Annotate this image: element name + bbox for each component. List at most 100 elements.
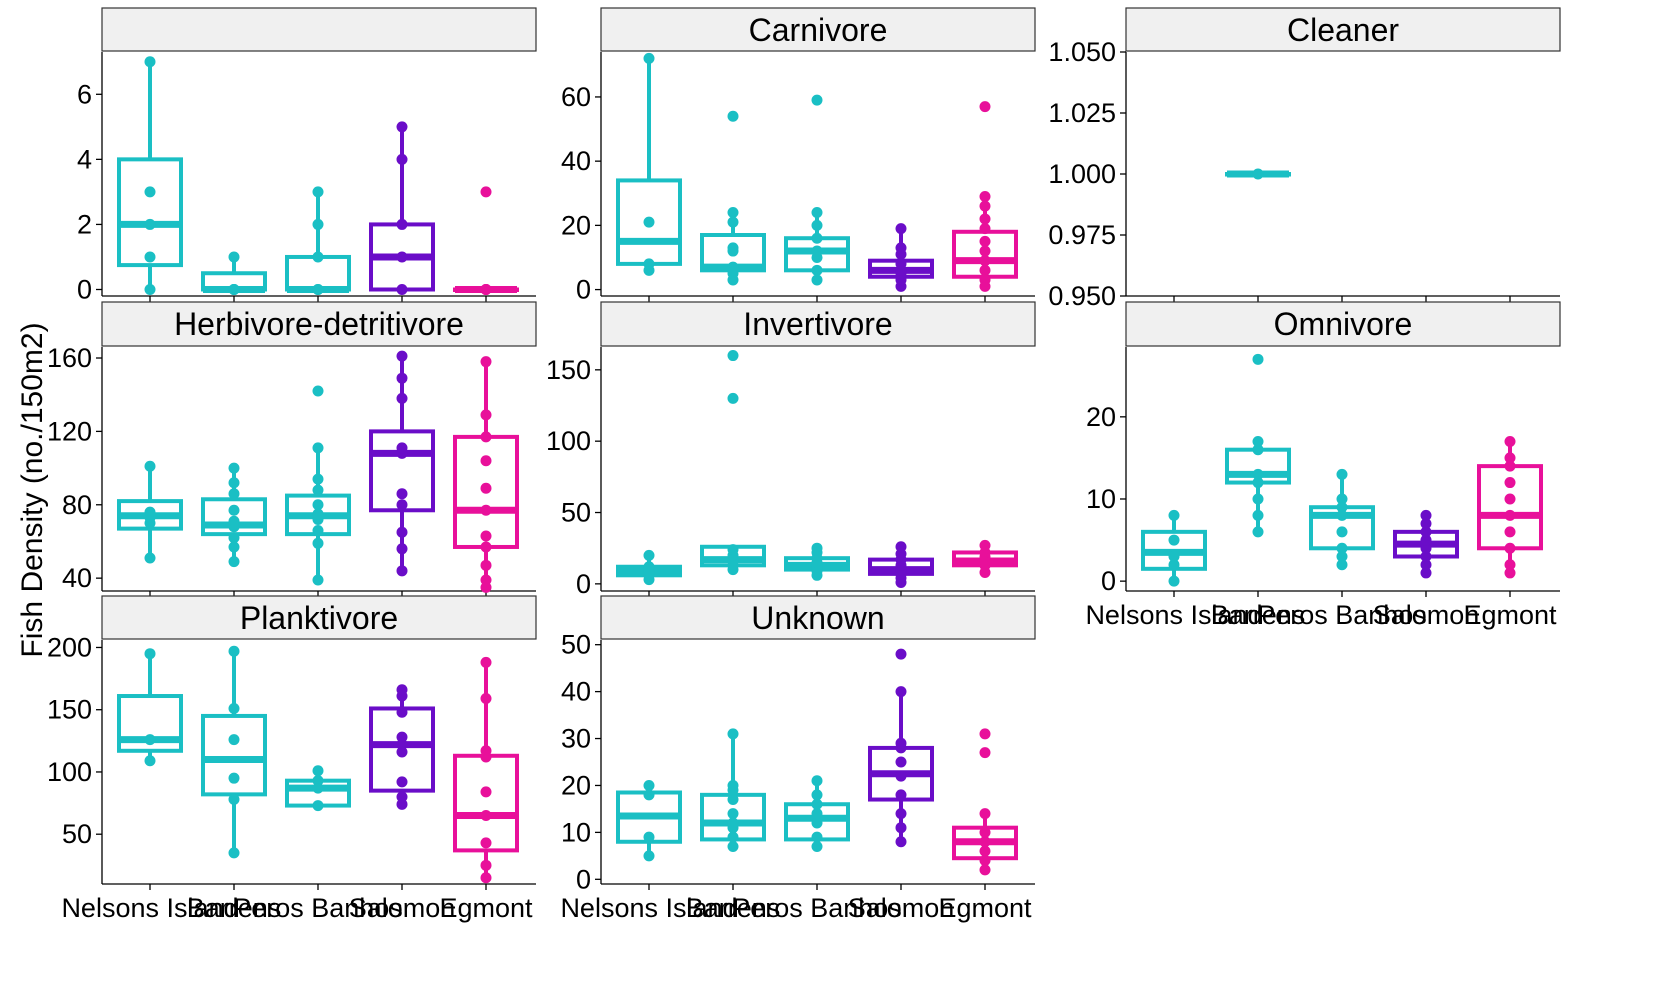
data-point <box>396 218 408 230</box>
box-group <box>616 779 682 862</box>
facet-strip <box>101 7 537 52</box>
box-group <box>1225 353 1291 538</box>
data-point <box>979 864 991 876</box>
facet-panel: Planktivore 50 100 150 200 Nelsons IslandBarr… <box>47 595 537 923</box>
data-point <box>979 264 991 276</box>
data-point <box>895 258 907 270</box>
y-tick-label: 0.950 <box>1048 281 1116 311</box>
facet-title: Omnivore <box>1274 306 1413 342</box>
data-point <box>979 255 991 267</box>
data-point <box>144 251 156 263</box>
data-point <box>727 794 739 806</box>
data-point <box>895 541 907 553</box>
box-group <box>952 101 1018 292</box>
data-point <box>979 190 991 202</box>
data-point <box>312 251 324 263</box>
data-point <box>312 442 324 454</box>
data-point <box>1336 501 1348 513</box>
data-point <box>727 350 739 362</box>
data-point <box>396 543 408 555</box>
data-point <box>1252 509 1264 521</box>
data-point <box>228 251 240 263</box>
data-point <box>480 431 492 443</box>
data-point <box>643 549 655 561</box>
data-point <box>979 539 991 551</box>
box-iqr <box>453 753 519 853</box>
y-tick-label: 20 <box>1086 402 1116 432</box>
data-point <box>312 537 324 549</box>
box-iqr <box>117 694 183 753</box>
data-point <box>1252 168 1264 180</box>
data-point <box>727 808 739 820</box>
data-point <box>727 779 739 791</box>
data-point <box>228 462 240 474</box>
x-tick-label: Nelsons Island <box>560 893 737 923</box>
data-point <box>979 826 991 838</box>
y-tick-label: 0 <box>576 569 591 599</box>
data-point <box>396 251 408 263</box>
y-tick-label: 1.025 <box>1048 98 1116 128</box>
data-point <box>811 789 823 801</box>
data-point <box>1168 559 1180 571</box>
data-point <box>144 186 156 198</box>
data-point <box>979 235 991 247</box>
data-point <box>1504 452 1516 464</box>
facet-title: Unknown <box>751 600 884 636</box>
data-point <box>1252 468 1264 480</box>
facet-panel: Cleaner 0.950 0.975 1.000 1.025 1.050 <box>1048 7 1561 311</box>
data-point <box>811 808 823 820</box>
box-group <box>201 462 267 568</box>
data-point <box>895 242 907 254</box>
data-point <box>144 648 156 660</box>
data-point <box>1420 542 1432 554</box>
box-group <box>369 684 435 810</box>
facet-title: Carnivore <box>749 12 888 48</box>
data-point <box>1504 460 1516 472</box>
data-point <box>979 200 991 212</box>
data-point <box>228 772 240 784</box>
y-tick-label: 150 <box>546 355 591 385</box>
data-point <box>396 499 408 511</box>
x-tick-label: Egmont <box>1463 600 1557 630</box>
box-group <box>700 110 766 286</box>
data-point <box>312 385 324 397</box>
facet-panel: Carnivore 0 20 40 60 <box>561 7 1036 305</box>
box-group <box>453 186 519 295</box>
box-group <box>1309 468 1375 571</box>
data-point <box>312 775 324 787</box>
x-tick-label: Salomon <box>349 893 456 923</box>
box-group <box>201 645 267 859</box>
facet-panels: 0 2 4 6 Carnivore 0 20 40 60 Cleaner 0.950 0.975 1.0… <box>47 7 1561 923</box>
data-point <box>480 656 492 668</box>
box-group <box>117 648 183 767</box>
data-point <box>1336 559 1348 571</box>
data-point <box>1504 493 1516 505</box>
facet-strip <box>1125 301 1561 347</box>
y-tick-label: 20 <box>561 210 591 240</box>
y-tick-label: 20 <box>561 770 591 800</box>
y-tick-label: 2 <box>77 209 92 239</box>
data-point <box>1252 435 1264 447</box>
data-point <box>727 216 739 228</box>
data-point <box>979 747 991 759</box>
data-point <box>1420 559 1432 571</box>
box-group <box>1225 168 1291 180</box>
data-point <box>979 274 991 286</box>
y-tick-label: 0 <box>77 274 92 304</box>
data-point <box>895 223 907 235</box>
data-point <box>480 541 492 553</box>
data-point <box>1336 550 1348 562</box>
data-point <box>1252 444 1264 456</box>
y-tick-label: 0 <box>576 275 591 305</box>
data-point <box>144 283 156 295</box>
x-tick-label: Peros Banhos <box>233 893 403 923</box>
box-group <box>201 251 267 295</box>
data-point <box>895 822 907 834</box>
data-point <box>228 477 240 489</box>
data-point <box>1252 526 1264 538</box>
data-point <box>480 482 492 494</box>
data-point <box>727 110 739 122</box>
data-point <box>396 121 408 133</box>
box-group <box>285 186 351 295</box>
y-tick-label: 1.000 <box>1048 159 1116 189</box>
